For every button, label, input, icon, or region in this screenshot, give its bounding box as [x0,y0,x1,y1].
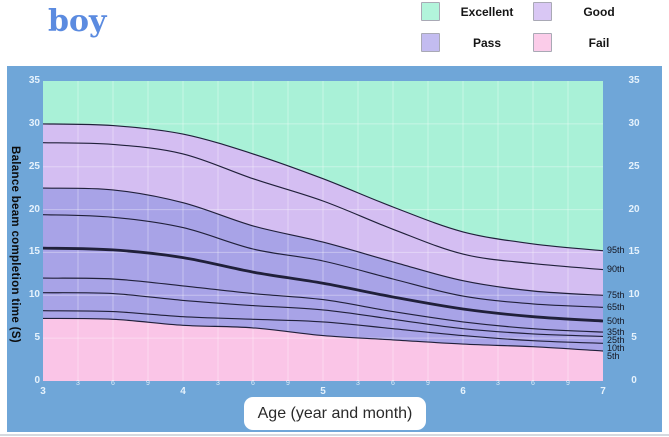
chart-legend: Excellent Good Pass Fail [421,2,645,53]
x-tick-month-3-6: 6 [111,380,115,387]
y-tick-right-20: 20 [628,203,640,215]
x-tick-month-6-9: 9 [566,380,570,387]
curve-5th-percentile [43,317,603,352]
x-tick-month-4-3: 3 [216,380,220,387]
y-tick-left-15: 15 [28,246,40,258]
percentile-label-75th: 75th [607,289,625,300]
x-tick-year-5: 5 [320,386,326,397]
percentile-label-35th: 35th [607,326,625,337]
x-axis-title-box: Age (year and month) [244,397,426,430]
legend-swatch-pass [421,33,440,52]
percentile-label-5th: 5th [607,350,620,361]
x-tick-month-3-3: 3 [76,380,80,387]
curve-65th-percentile [43,214,603,308]
x-tick-year-7: 7 [600,386,606,397]
y-tick-right-0: 0 [631,375,637,386]
y-tick-left-20: 20 [28,203,40,215]
y-tick-right-10: 10 [628,289,640,301]
x-tick-month-4-9: 9 [286,380,290,387]
curve-75th-percentile [43,187,603,296]
percentile-label-25th: 25th [607,334,625,345]
legend-label-good: Good [583,5,615,19]
x-tick-month-6-3: 3 [496,380,500,387]
page-title: boy [48,4,107,39]
x-tick-year-4: 4 [180,386,186,397]
x-tick-year-6: 6 [460,386,466,397]
y-tick-left-10: 10 [28,289,40,301]
y-tick-right-5: 5 [631,332,637,344]
y-tick-right-30: 30 [628,117,640,129]
y-tick-left-25: 25 [28,160,40,172]
x-tick-month-5-3: 3 [356,380,360,387]
x-tick-month-5-9: 9 [426,380,430,387]
y-tick-right-15: 15 [628,246,640,258]
y-tick-left-0: 0 [34,375,40,386]
percentile-label-50th: 50th [607,315,625,326]
y-tick-right-35: 35 [628,75,640,86]
curve-90th-percentile [43,142,603,271]
band-excellent [43,81,603,251]
curve-95th-percentile [43,123,603,252]
x-tick-year-3: 3 [40,386,46,397]
legend-label-excellent: Excellent [460,5,514,19]
legend-swatch-good [533,2,552,21]
x-tick-month-3-9: 9 [146,380,150,387]
bottom-divider [0,434,669,436]
y-tick-left-30: 30 [28,117,40,129]
x-tick-month-4-6: 6 [251,380,255,387]
curve-25th-percentile [43,292,603,337]
y-tick-left-35: 35 [28,75,40,86]
y-tick-left-5: 5 [34,332,40,344]
x-tick-month-6-6: 6 [531,380,535,387]
percentile-label-65th: 65th [607,301,625,312]
y-axis-title: Balance beam completion time (S) [9,146,21,343]
percentile-label-95th: 95th [607,245,625,256]
legend-swatch-excellent [421,2,440,21]
percentile-area-chart [43,81,603,381]
band-fail [43,318,603,381]
legend-swatch-fail [533,33,552,52]
curve-50th-percentile [43,246,603,323]
legend-label-pass: Pass [472,36,502,50]
percentile-label-90th: 90th [607,264,625,275]
band-good [43,123,603,296]
legend-label-fail: Fail [588,36,610,50]
percentile-label-10th: 10th [607,342,625,353]
x-tick-month-5-6: 6 [391,380,395,387]
curve-35th-percentile [43,277,603,333]
curve-10th-percentile [43,310,603,344]
x-axis-title: Age (year and month) [257,404,413,422]
y-tick-right-25: 25 [628,160,640,172]
